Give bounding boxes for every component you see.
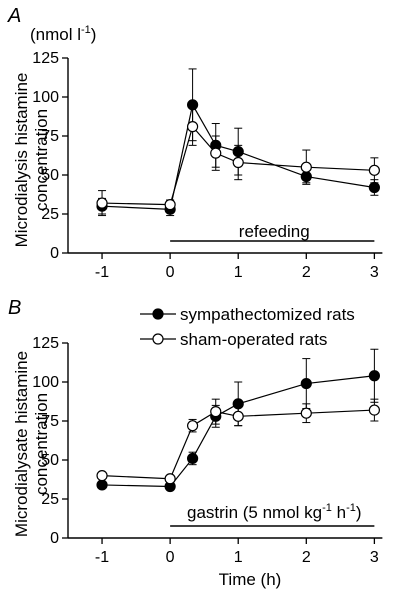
panel-b-x-tick-label: 1 [234, 549, 243, 566]
panel-a-point-filled [186, 99, 199, 111]
panel-a-y-tick-label: 25 [41, 206, 59, 223]
panel-a-y-tick-label: 100 [32, 89, 59, 106]
panel-b-letter: B [8, 297, 21, 319]
panel-b-point-filled [96, 479, 108, 491]
gastrin-sup2: -1 [346, 502, 356, 514]
panel-b-y-tick-label: 75 [41, 413, 59, 430]
gastrin-sup1: -1 [322, 502, 332, 514]
unit-label: (nmol l-1) [30, 24, 96, 44]
panel-a-y-tick-label: 75 [41, 128, 59, 145]
panel-b-series [96, 348, 380, 493]
panel-b-point-open [232, 410, 244, 422]
panel-a-axes: 0 25 50 75 100 125 -1 0 1 2 3 [32, 50, 383, 281]
panel-a-annotation: refeeding [170, 222, 375, 242]
panel-a-point-open [164, 199, 176, 211]
panel-a-y-tick-label: 50 [41, 167, 59, 184]
panel-a-x-tick-label: 3 [370, 264, 379, 281]
panel-b-point-filled [232, 398, 244, 410]
unit-label-text: (nmol l [30, 25, 81, 44]
panel-a-refeeding-label: refeeding [239, 222, 310, 241]
panel-b-point-filled [368, 370, 380, 382]
panel-b-point-open [210, 406, 222, 418]
panel-a-ylabel-line2: concentration [32, 109, 51, 211]
panel-a-chart: A (nmol l-1) Microdialysis histamine con… [7, 5, 383, 281]
panel-a-series [96, 68, 380, 217]
panel-a-point-filled [232, 146, 244, 158]
panel-b-chart: B Microdialysate histamine concentration… [8, 297, 383, 589]
panel-a-point-open [96, 197, 108, 209]
panel-a-point-open [186, 121, 199, 133]
panel-b-legend: sympathectomized rats sham-operated rats [140, 305, 355, 349]
panel-b-ylabel-line1: Microdialysate histamine [12, 351, 31, 537]
gastrin-text: gastrin (5 nmol kg [187, 503, 322, 522]
gastrin-text-mid: h [332, 503, 346, 522]
panel-b-point-filled [300, 377, 312, 390]
gastrin-text-end: ) [356, 503, 362, 522]
panel-a-point-open [368, 164, 380, 176]
panel-b-y-tick-label: 50 [41, 452, 59, 469]
panel-a-x-tick-label: 2 [302, 264, 311, 281]
panel-b-annotation: gastrin (5 nmol kg-1 h-1) [170, 502, 375, 527]
panel-a-y-tick-label: 0 [50, 245, 59, 262]
panel-b-x-tick-label: 0 [166, 549, 175, 566]
panel-b-y-tick-label: 0 [50, 530, 59, 547]
panel-b-x-tick-label: 3 [370, 549, 379, 566]
panel-b-point-open [300, 407, 312, 419]
legend-marker-filled [152, 308, 164, 320]
unit-label-superscript: -1 [81, 24, 91, 36]
panel-b-y-tick-label: 100 [32, 374, 59, 391]
panel-b-point-open [186, 420, 199, 432]
panel-a-point-open [232, 156, 244, 169]
panel-a-letter: A [7, 5, 21, 27]
panel-a-y-tick-label: 125 [32, 50, 59, 67]
legend-label-sham: sham-operated rats [180, 330, 327, 349]
panel-b-point-open [96, 470, 108, 482]
legend-marker-open [152, 333, 164, 345]
panel-b-point-open [164, 473, 176, 485]
panel-b-y-tick-label: 25 [41, 491, 59, 508]
panel-b-gastrin-label: gastrin (5 nmol kg-1 h-1) [187, 502, 362, 522]
panel-a-point-open [300, 161, 312, 173]
panel-b-ylabel-line2: concentration [32, 393, 51, 495]
panel-b-axes: 0 25 50 75 100 125 -1 0 1 2 3 [32, 335, 383, 566]
panel-b-y-tick-label: 125 [32, 335, 59, 352]
panel-a-ylabel-line1: Microdialysis histamine [12, 73, 31, 248]
unit-label-close: ) [91, 25, 97, 44]
panel-b-x-tick-label: 2 [302, 549, 311, 566]
panel-a-point-filled [300, 170, 312, 183]
panel-a-x-tick-label: -1 [95, 264, 109, 281]
panel-a-x-tick-label: 0 [166, 264, 175, 281]
legend-label-sympathectomized: sympathectomized rats [180, 305, 355, 324]
panel-b-x-tick-label: -1 [95, 549, 109, 566]
panel-b-xlabel: Time (h) [219, 570, 282, 589]
panel-b-point-open [368, 404, 380, 416]
panel-a-point-open [210, 147, 222, 159]
panel-a-x-tick-label: 1 [234, 264, 243, 281]
panel-a-point-filled [368, 181, 380, 194]
panel-b-point-filled [186, 452, 199, 465]
